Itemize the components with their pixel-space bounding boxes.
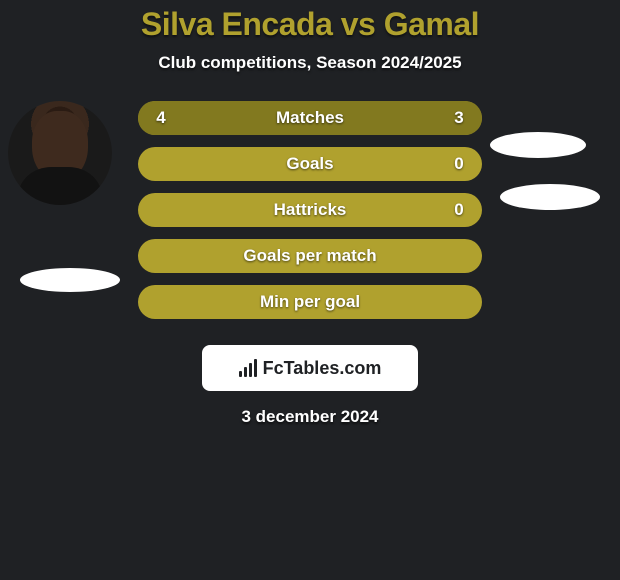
- logo-bars-icon: [239, 359, 257, 377]
- stat-right-value: 0: [452, 154, 466, 174]
- player-right-name-oval-1: [490, 132, 586, 158]
- logo-text: FcTables.com: [263, 358, 382, 379]
- stat-row-hattricks: Hattricks0: [138, 193, 482, 227]
- stat-row-goals: Goals0: [138, 147, 482, 181]
- page-title: Silva Encada vs Gamal: [0, 0, 620, 43]
- stat-label: Matches: [138, 108, 482, 128]
- comparison-arena: 4Matches3Goals0Hattricks0Goals per match…: [0, 101, 620, 341]
- stat-label: Hattricks: [138, 200, 482, 220]
- stats-column: 4Matches3Goals0Hattricks0Goals per match…: [138, 101, 482, 331]
- stat-right-value: 0: [452, 200, 466, 220]
- fctables-logo[interactable]: FcTables.com: [202, 345, 418, 391]
- stat-row-goals-per-match: Goals per match: [138, 239, 482, 273]
- player-left-avatar: [8, 101, 112, 205]
- stat-right-value: 3: [452, 108, 466, 128]
- date-line: 3 december 2024: [0, 407, 620, 427]
- player-left-name-oval: [20, 268, 120, 292]
- stat-row-matches: 4Matches3: [138, 101, 482, 135]
- player-right-name-oval-2: [500, 184, 600, 210]
- stat-label: Goals: [138, 154, 482, 174]
- stat-row-min-per-goal: Min per goal: [138, 285, 482, 319]
- subtitle: Club competitions, Season 2024/2025: [0, 53, 620, 73]
- stat-label: Min per goal: [138, 292, 482, 312]
- stat-label: Goals per match: [138, 246, 482, 266]
